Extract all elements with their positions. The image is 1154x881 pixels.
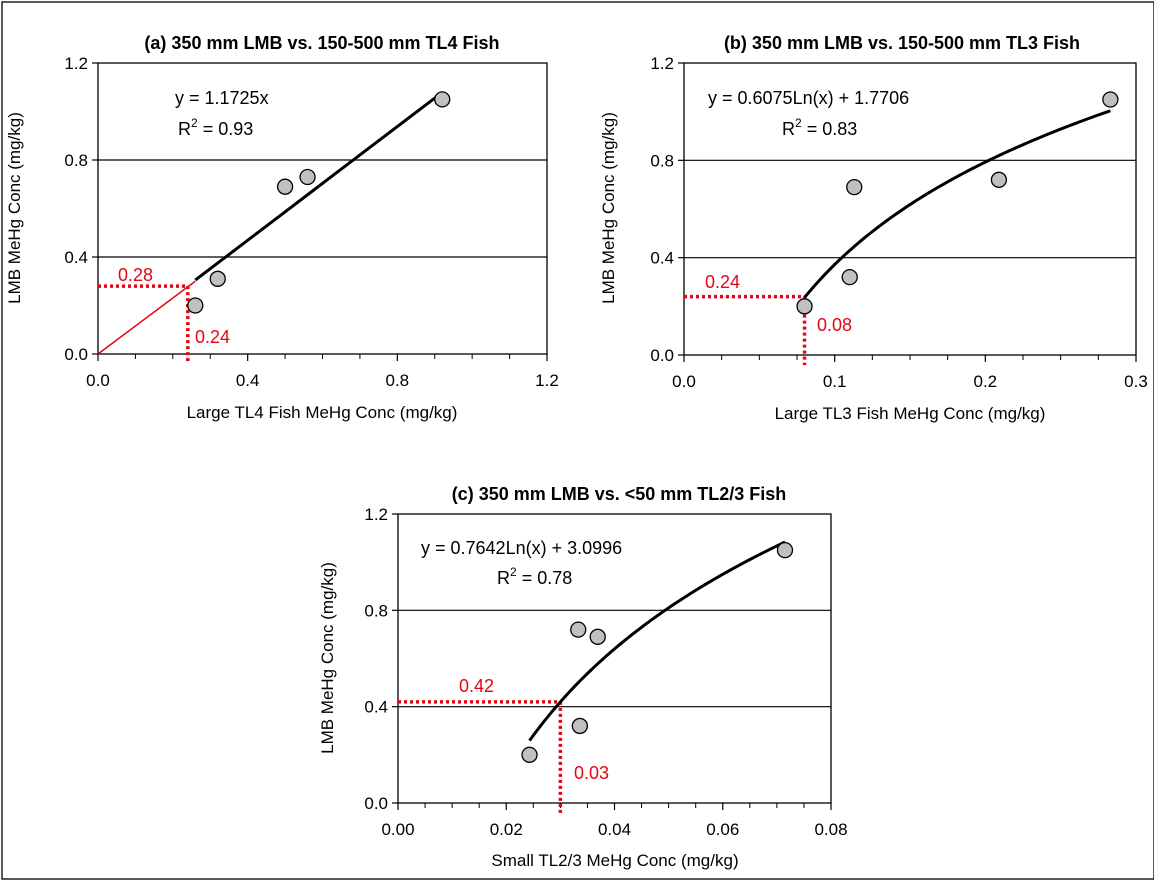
panel-c-x-tick-label: 0.02 <box>490 820 523 839</box>
panel-a-y-tick-label: 0.4 <box>64 248 88 267</box>
panel-b-ref-y-label: 0.24 <box>705 272 740 292</box>
panel-c-reference-lines <box>398 700 563 813</box>
panel-b-data-point <box>1102 91 1119 108</box>
panel-b-x-axis-label: Large TL3 Fish MeHg Conc (mg/kg) <box>775 404 1046 423</box>
panel-b-r2-value: = 0.83 <box>802 119 858 139</box>
panel-b-equation: y = 0.6075Ln(x) + 1.7706 <box>708 88 909 108</box>
panel-a-equation: y = 1.1725x <box>175 88 269 108</box>
panel-b-x-tick-label: 0.1 <box>823 372 847 391</box>
panel-a-y-tick-label: 1.2 <box>64 54 88 73</box>
panel-a: (a) 350 mm LMB vs. 150-500 mm TL4 Fish 0… <box>5 33 559 422</box>
panel-a-y-tick-label: 0.8 <box>64 151 88 170</box>
panel-a-fit-line <box>194 91 444 282</box>
panel-b-x-tick-label: 0.0 <box>672 372 696 391</box>
panel-a-yticks: 0.0 0.4 0.8 1.2 <box>64 54 98 364</box>
panel-a-title: (a) 350 mm LMB vs. 150-500 mm TL4 Fish <box>144 33 499 53</box>
panel-c-y-tick-label: 0.4 <box>364 698 388 717</box>
panel-c-yticks: 0.0 0.4 0.8 1.2 <box>364 505 398 813</box>
panel-c-y-tick-label: 0.8 <box>364 601 388 620</box>
panel-a-xticks: 0.0 0.4 0.8 1.2 <box>86 354 559 390</box>
panel-a-ref-x-label: 0.24 <box>195 327 230 347</box>
panel-b-r2-sup: 2 <box>795 116 802 130</box>
panel-a-y-axis-label: LMB MeHg Conc (mg/kg) <box>5 112 24 304</box>
panel-b-ref-x-label: 0.08 <box>817 315 852 335</box>
panel-c-x-tick-label: 0.00 <box>381 820 414 839</box>
panel-c-ref-x-label: 0.03 <box>574 763 609 783</box>
panel-a-x-tick-label: 0.8 <box>386 371 410 390</box>
panel-a-ref-y-label: 0.28 <box>118 265 153 285</box>
panel-b-y-tick-label: 1.2 <box>650 54 674 73</box>
panel-a-data-point <box>299 168 316 186</box>
panel-a-r2-label: R <box>178 119 191 139</box>
panel-b-data-point <box>846 178 863 196</box>
panel-c-equation: y = 0.7642Ln(x) + 3.0996 <box>421 538 622 558</box>
panel-b-trendline <box>803 109 1111 299</box>
panel-c-r2-value: = 0.78 <box>517 568 573 588</box>
panel-b-x-tick-label: 0.3 <box>1124 372 1148 391</box>
panel-c-x-tick-label: 0.06 <box>706 820 739 839</box>
panel-b-yticks: 0.0 0.4 0.8 1.2 <box>650 54 684 365</box>
panel-b-grid <box>684 159 1136 259</box>
panel-c-data-point <box>571 717 589 735</box>
panel-a-extrapolation-line <box>97 280 196 355</box>
panel-a-r2: R2 = 0.93 <box>178 116 253 139</box>
panel-a-data-point <box>209 270 226 287</box>
panel-b-xticks: 0.0 0.1 0.2 0.3 <box>672 355 1148 391</box>
panel-a-x-tick-label: 0.4 <box>236 371 260 390</box>
panel-c-y-tick-label: 0.0 <box>364 794 388 813</box>
panel-b-reference-lines <box>684 294 807 365</box>
panel-c-data-point <box>521 746 538 763</box>
panel-b-data-point <box>841 268 858 286</box>
panel-c-trendline <box>528 540 786 742</box>
panel-a-x-tick-label: 0.0 <box>86 371 110 390</box>
panel-c-r2: R2 = 0.78 <box>497 565 572 588</box>
panel-a-points <box>187 91 451 314</box>
panel-c-y-tick-label: 1.2 <box>364 505 388 524</box>
panel-c-r2-label: R <box>497 568 510 588</box>
panel-c-data-point <box>589 628 606 645</box>
panel-b-x-tick-label: 0.2 <box>974 372 998 391</box>
panel-c-r2-sup: 2 <box>510 565 517 579</box>
panel-b-y-tick-label: 0.4 <box>650 249 674 268</box>
panel-a-y-tick-label: 0.0 <box>64 345 88 364</box>
panel-b-y-axis-label: LMB MeHg Conc (mg/kg) <box>599 112 618 304</box>
panel-a-r2-sup: 2 <box>191 116 198 130</box>
panel-c-x-axis-label: Small TL2/3 MeHg Conc (mg/kg) <box>491 851 738 870</box>
panel-b-r2: R2 = 0.83 <box>782 116 857 139</box>
panel-a-x-axis-label: Large TL4 Fish MeHg Conc (mg/kg) <box>187 403 458 422</box>
panel-c-data-point <box>570 621 587 638</box>
panel-c-y-axis-label: LMB MeHg Conc (mg/kg) <box>318 562 337 754</box>
panel-a-grid <box>98 159 547 258</box>
panel-b-data-point <box>990 171 1008 188</box>
panel-c-xticks: 0.00 0.02 0.04 0.06 0.08 <box>381 803 848 839</box>
panel-b-r2-label: R <box>782 119 795 139</box>
panel-b: (b) 350 mm LMB vs. 150-500 mm TL3 Fish 0… <box>599 33 1148 423</box>
panel-c-title: (c) 350 mm LMB vs. <50 mm TL2/3 Fish <box>452 484 787 504</box>
panel-b-points <box>796 91 1119 315</box>
panel-b-y-tick-label: 0.8 <box>650 151 674 170</box>
panel-c-x-tick-label: 0.04 <box>598 820 631 839</box>
panel-c-ref-y-label: 0.42 <box>459 676 494 696</box>
panel-a-data-point <box>434 91 451 108</box>
panel-a-data-point <box>187 297 204 314</box>
panel-b-title: (b) 350 mm LMB vs. 150-500 mm TL3 Fish <box>724 33 1080 53</box>
panel-c: (c) 350 mm LMB vs. <50 mm TL2/3 Fish 0.0… <box>318 484 848 870</box>
panel-c-fit-line <box>528 540 786 742</box>
panel-b-fit-line <box>803 109 1111 299</box>
panel-a-reference-lines <box>98 284 190 364</box>
panel-b-y-tick-label: 0.0 <box>650 346 674 365</box>
panel-b-data-point <box>796 298 813 315</box>
panel-a-trendline <box>97 91 444 355</box>
panel-c-x-tick-label: 0.08 <box>814 820 847 839</box>
panel-c-grid <box>398 609 831 708</box>
panel-a-x-tick-label: 1.2 <box>535 371 559 390</box>
panel-c-data-point <box>776 541 794 559</box>
panel-a-r2-value: = 0.93 <box>198 119 254 139</box>
panel-a-data-point <box>276 178 294 195</box>
panel-c-points <box>521 541 794 763</box>
